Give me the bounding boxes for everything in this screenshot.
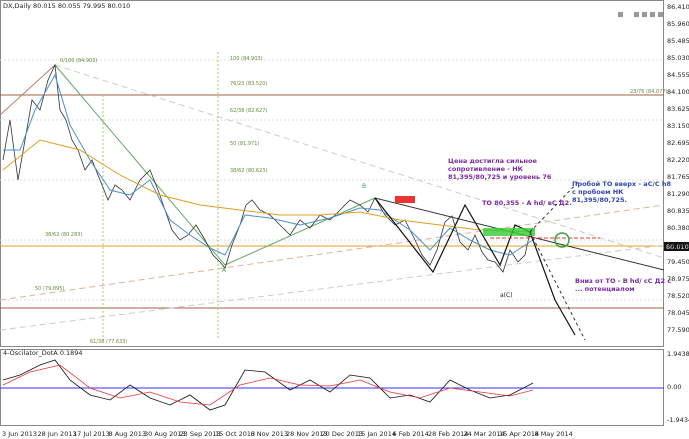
price-candles xyxy=(2,63,534,273)
price-label: 80.835 xyxy=(667,207,689,215)
price-label: 79.450 xyxy=(667,258,689,266)
fib-label: 62/38 (82.627) xyxy=(230,108,267,114)
marker xyxy=(395,196,415,203)
target-zone xyxy=(483,228,535,236)
pattern-lines xyxy=(374,197,576,336)
date-label: 15 Oct 2013 xyxy=(215,430,255,438)
price-label: 81.765 xyxy=(667,173,689,181)
price-label: 80.380 xyxy=(667,224,689,232)
price-label: 86.410 xyxy=(667,3,689,11)
fib-label: 38/62 (80.623) xyxy=(230,168,267,174)
moving-average xyxy=(3,73,534,256)
date-label: 6 Feb 2014 xyxy=(393,430,429,438)
price-label: 84.100 xyxy=(667,88,689,96)
price-label: 81.290 xyxy=(667,190,689,198)
grid xyxy=(0,59,664,301)
date-label: 3 Jun 2013 xyxy=(2,430,37,438)
current-price-box xyxy=(664,242,689,251)
price-label: 78.520 xyxy=(667,292,689,300)
projection xyxy=(529,231,586,341)
toolbar-icons xyxy=(618,12,663,17)
symbol-info: DX,Daily 80.015 80.055 79.995 80.010 xyxy=(3,2,130,10)
date-label: 28 Jun 2013 xyxy=(38,430,77,438)
price-label: 85.030 xyxy=(667,54,689,62)
current-price: 80.010 xyxy=(666,243,689,251)
price-label: 77.590 xyxy=(667,326,689,334)
date-label: 8 May 2014 xyxy=(535,430,573,438)
trend-line xyxy=(0,244,665,331)
fib-label: 0/100 (84.903) xyxy=(60,58,97,64)
date-label: 17 Jul 2013 xyxy=(73,430,110,438)
wave-label: B xyxy=(362,183,366,190)
price-label: 85.960 xyxy=(667,20,689,28)
date-label: 15 Apr 2014 xyxy=(499,430,539,438)
fib-label: 23/76 (84.077) xyxy=(630,89,667,95)
date-label: 6 Nov 2013 xyxy=(251,430,289,438)
price-label: 78.975 xyxy=(667,275,689,283)
wave-label: a(C) xyxy=(500,292,513,299)
price-label: 83.625 xyxy=(667,105,689,113)
fib-label: 38/62 (80.283) xyxy=(45,232,82,238)
oscillator-label: 0.00 xyxy=(667,383,681,391)
date-label: 20 Dec 2013 xyxy=(322,430,364,438)
wave-line xyxy=(224,197,376,266)
fib-label: 50 (79.895) xyxy=(35,286,64,292)
annotation: Вниз от ТО - В hd/ сС Д2 с... потенциало… xyxy=(575,277,671,293)
fib-label: 61/38 (77.633) xyxy=(90,339,127,345)
date-label: 8 Aug 2013 xyxy=(109,430,147,438)
date-label: 28 Nov 2013 xyxy=(286,430,328,438)
oscillator-label: 1.9438 xyxy=(667,350,689,358)
fib-label: 100 (84.903) xyxy=(230,56,263,62)
price-label: 82.695 xyxy=(667,139,689,147)
price-pane xyxy=(0,0,664,347)
price-label: 82.220 xyxy=(667,156,689,164)
oscillator-label: -1.9434 xyxy=(667,416,689,424)
breakout-circle xyxy=(554,232,570,248)
trend-line xyxy=(54,64,665,259)
price-label: 79.905 xyxy=(667,241,689,249)
oscillator-title: 4-Oscilator_DotA 0.1894 xyxy=(3,349,83,357)
price-label: 84.555 xyxy=(667,71,689,79)
wave-label: A xyxy=(222,267,227,274)
annotation: ТО 80,355 - А hd/ вС Д2. xyxy=(482,199,572,207)
date-label: 23 Sep 2013 xyxy=(180,430,221,438)
fib-label: 50 (81.971) xyxy=(230,141,259,147)
annotation: Цена достигла сильное сопротивление - НК 8… xyxy=(448,157,552,181)
date-label: 24 Mar 2014 xyxy=(464,430,505,438)
price-label: 85.485 xyxy=(667,37,689,45)
date-label: 15 Jan 2014 xyxy=(357,430,396,438)
trend-line xyxy=(0,204,665,301)
projection xyxy=(529,179,581,233)
wave-line xyxy=(0,64,56,116)
fib-label: 76/23 (83.520) xyxy=(230,81,267,87)
signal-line xyxy=(2,364,534,406)
price-label: 83.150 xyxy=(667,122,689,130)
date-label: 28 Feb 2014 xyxy=(428,430,468,438)
annotation: Пробой ТО вверх - аС/С h8 с пробоем НК 81,… xyxy=(572,180,671,204)
date-label: 30 Aug 2013 xyxy=(144,430,186,438)
wave-line xyxy=(54,64,226,266)
moving-average xyxy=(2,139,534,233)
price-label: 78.045 xyxy=(667,309,689,317)
